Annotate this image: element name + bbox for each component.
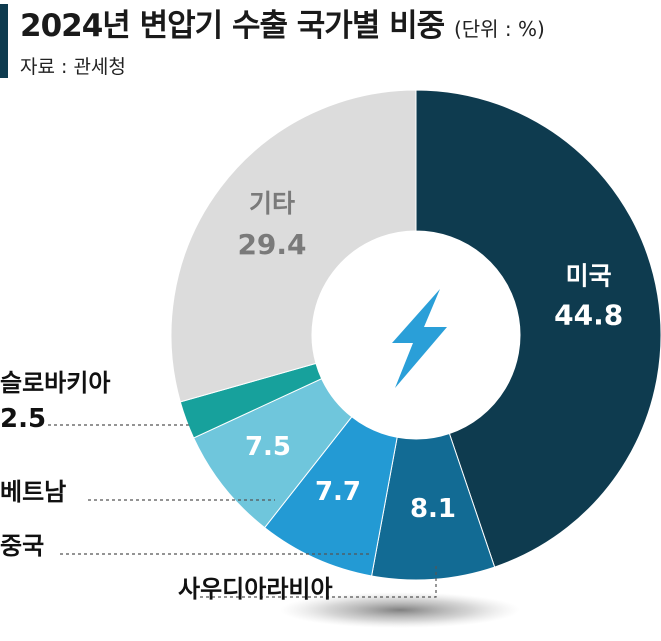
slice-value-label: 7.5 (245, 432, 291, 462)
chart-title-text: 2024년 변압기 수출 국가별 비중 (20, 8, 445, 44)
external-name-label: 슬로바키아 (0, 369, 110, 397)
external-name-label: 베트남 (0, 478, 66, 506)
labels-group: 미국 44.8 8.1 사우디아라비아 7.7 중국 7.5 베트남 슬로바키아 2.5 기타 29.… (0, 189, 623, 603)
title-accent-bar (0, 4, 8, 78)
lightning-bolt-icon (392, 289, 447, 388)
external-name-label: 사우디아라비아 (178, 575, 333, 603)
leader-lines-group (48, 424, 437, 598)
external-value-label: 2.5 (0, 404, 46, 434)
external-name-label: 중국 (0, 532, 44, 560)
slice-name-label: 기타 (249, 189, 295, 218)
slice-value-label: 8.1 (410, 494, 456, 524)
chart-title: 2024년 변압기 수출 국가별 비중 (단위 : %) (20, 0, 545, 45)
chart-unit: (단위 : %) (453, 17, 545, 41)
chart-source: 자료 : 관세청 (20, 56, 126, 78)
slice-value-label: 7.7 (315, 477, 361, 507)
chart-shadow (280, 592, 520, 628)
slice-value-label: 29.4 (237, 228, 306, 261)
leader-line (200, 565, 437, 598)
slice-value-label: 44.8 (554, 299, 623, 332)
slice-name-label: 미국 (566, 262, 612, 291)
